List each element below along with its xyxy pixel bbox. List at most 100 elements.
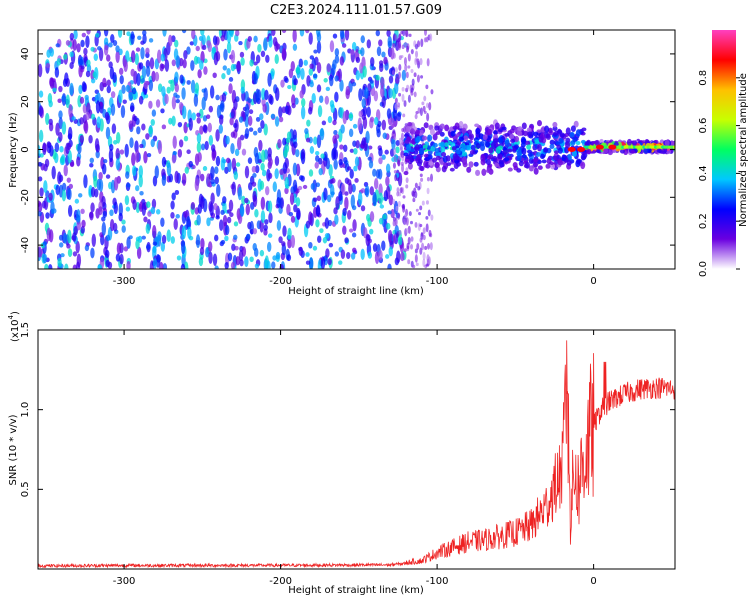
heatmap-cell [138, 95, 144, 105]
heatmap-cell [514, 135, 520, 143]
heatmap-cell [67, 204, 73, 217]
heatmap-cell [355, 70, 361, 81]
heatmap-cell [175, 55, 181, 68]
heatmap-cell [67, 126, 73, 141]
heatmap-cell [67, 248, 73, 258]
heatmap-cell [369, 211, 375, 222]
snr-multiplier-exp: 4 [7, 314, 15, 319]
heatmap-cell [253, 61, 258, 66]
heatmap-cell [365, 130, 370, 144]
heatmap-cell [379, 63, 384, 73]
heatmap-cell [378, 157, 383, 165]
heatmap-cell [255, 54, 261, 64]
heatmap-cell [67, 187, 72, 201]
heatmap-cell [171, 95, 177, 110]
heatmap-cell [322, 236, 328, 244]
heatmap-cell [364, 87, 369, 100]
heatmap-cell [360, 205, 366, 212]
heatmap-cell [425, 263, 429, 267]
heatmap-cell [475, 143, 481, 149]
heatmap-cell [378, 192, 384, 205]
heatmap-cell [253, 130, 258, 136]
heatmap-cell [231, 181, 236, 196]
heatmap-cell [281, 106, 287, 114]
heatmap-cell [276, 220, 282, 231]
heatmap-cell [398, 137, 402, 146]
heatmap-cell [423, 95, 427, 102]
heatmap-cell [115, 50, 120, 63]
heatmap-cell [230, 49, 236, 64]
heatmap-cell [338, 190, 343, 202]
heatmap-cell [586, 148, 592, 154]
heatmap-cell [381, 51, 386, 58]
colorbar-ticks: 0.0 0.2 0.4 0.6 0.8 [698, 70, 740, 277]
heatmap-cell [455, 149, 461, 155]
heatmap-cell [134, 52, 140, 66]
heatmap-cell [105, 174, 111, 179]
heatmap-cell [301, 98, 306, 108]
heatmap-cell [348, 128, 354, 138]
heatmap-cell [292, 179, 298, 192]
heatmap-cell [76, 209, 81, 223]
heatmap-cell [128, 120, 133, 130]
y-tick-label: 20 [20, 95, 31, 108]
heatmap-cell [462, 145, 468, 150]
heatmap-cell [73, 225, 79, 236]
heatmap-cell [418, 129, 424, 136]
heatmap-cell [141, 123, 146, 131]
heatmap-cell [394, 174, 398, 182]
heatmap-cell [238, 41, 243, 46]
heatmap-cell [211, 47, 217, 54]
heatmap-cell [498, 145, 504, 150]
heatmap-cell [260, 210, 266, 224]
x-tick-label: -300 [113, 276, 136, 287]
heatmap-cell [194, 178, 200, 192]
heatmap-cell [430, 89, 434, 95]
heatmap-cell [160, 64, 166, 70]
heatmap-cell [213, 203, 218, 211]
heatmap-cell [201, 96, 206, 111]
heatmap-cell [268, 157, 273, 167]
heatmap-cell [398, 55, 402, 61]
heatmap-cell [137, 35, 142, 41]
heatmap-cell [251, 165, 257, 173]
heatmap-cell [481, 168, 487, 176]
heatmap-cell [80, 65, 85, 70]
heatmap-cell [164, 59, 170, 72]
heatmap-cell [208, 251, 213, 264]
heatmap-cell [42, 253, 48, 264]
heatmap-cell [415, 208, 419, 212]
heatmap-cell [61, 189, 67, 202]
heatmap-cell [536, 120, 542, 127]
heatmap-cell [326, 63, 331, 73]
colorbar-tick-label: 0.2 [698, 213, 709, 229]
heatmap-cell [97, 264, 102, 269]
heatmap-cell [308, 169, 314, 177]
heatmap-cell [382, 132, 387, 140]
heatmap-cell [310, 182, 316, 190]
heatmap-cell [350, 252, 356, 260]
heatmap-cell [212, 72, 217, 79]
heatmap-cell [239, 259, 244, 267]
heatmap-cell [147, 211, 152, 217]
heatmap-cell [171, 154, 177, 164]
heatmap-cell [408, 211, 412, 217]
heatmap-cell [333, 159, 338, 170]
heatmap-cell [227, 252, 233, 262]
heatmap-cell [493, 138, 499, 144]
heatmap-cell [115, 158, 121, 171]
heatmap-cell [104, 111, 110, 121]
heatmap-cell [272, 255, 277, 261]
heatmap-cell [300, 68, 305, 80]
heatmap-cell [316, 40, 322, 54]
spectrogram-y-ticks: -40 -20 0 20 40 [20, 48, 675, 253]
heatmap-cell [571, 150, 577, 157]
heatmap-cell [203, 66, 208, 75]
heatmap-cell [409, 155, 415, 163]
heatmap-cell [387, 40, 393, 49]
heatmap-cell [76, 43, 81, 53]
heatmap-cell [235, 162, 241, 167]
heatmap-cell [458, 136, 464, 142]
heatmap-cell [275, 87, 280, 102]
chart-title: C2E3.2024.111.01.57.G09 [270, 3, 442, 18]
